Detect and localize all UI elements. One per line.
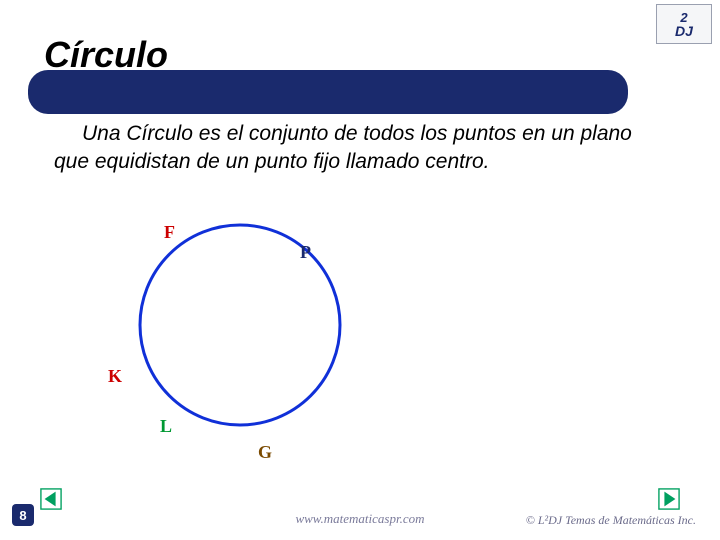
- page-title: Círculo: [38, 34, 618, 76]
- point-label-P: P: [300, 242, 311, 262]
- circle-diagram: F P K L G: [90, 210, 390, 470]
- definition-text: Una Círculo es el conjunto de todos los …: [54, 120, 654, 177]
- title-background-bar: [28, 70, 628, 114]
- point-label-G: G: [258, 442, 272, 462]
- point-label-F: F: [164, 222, 175, 242]
- logo-top-text: 2: [680, 11, 687, 24]
- point-label-L: L: [160, 416, 172, 436]
- circle-svg: F P K L G: [90, 210, 390, 470]
- title-region: Círculo: [38, 34, 618, 76]
- footer: www.matematicaspr.com © L²DJ Temas de Ma…: [0, 510, 720, 528]
- footer-url: www.matematicaspr.com: [295, 511, 424, 527]
- logo-box: 2 DJ: [656, 4, 712, 44]
- nav-next-button[interactable]: [658, 488, 680, 510]
- logo-bottom-text: DJ: [675, 24, 693, 38]
- footer-copyright: © L²DJ Temas de Matemáticas Inc.: [526, 513, 696, 528]
- point-label-K: K: [108, 366, 122, 386]
- nav-prev-button[interactable]: [40, 488, 62, 510]
